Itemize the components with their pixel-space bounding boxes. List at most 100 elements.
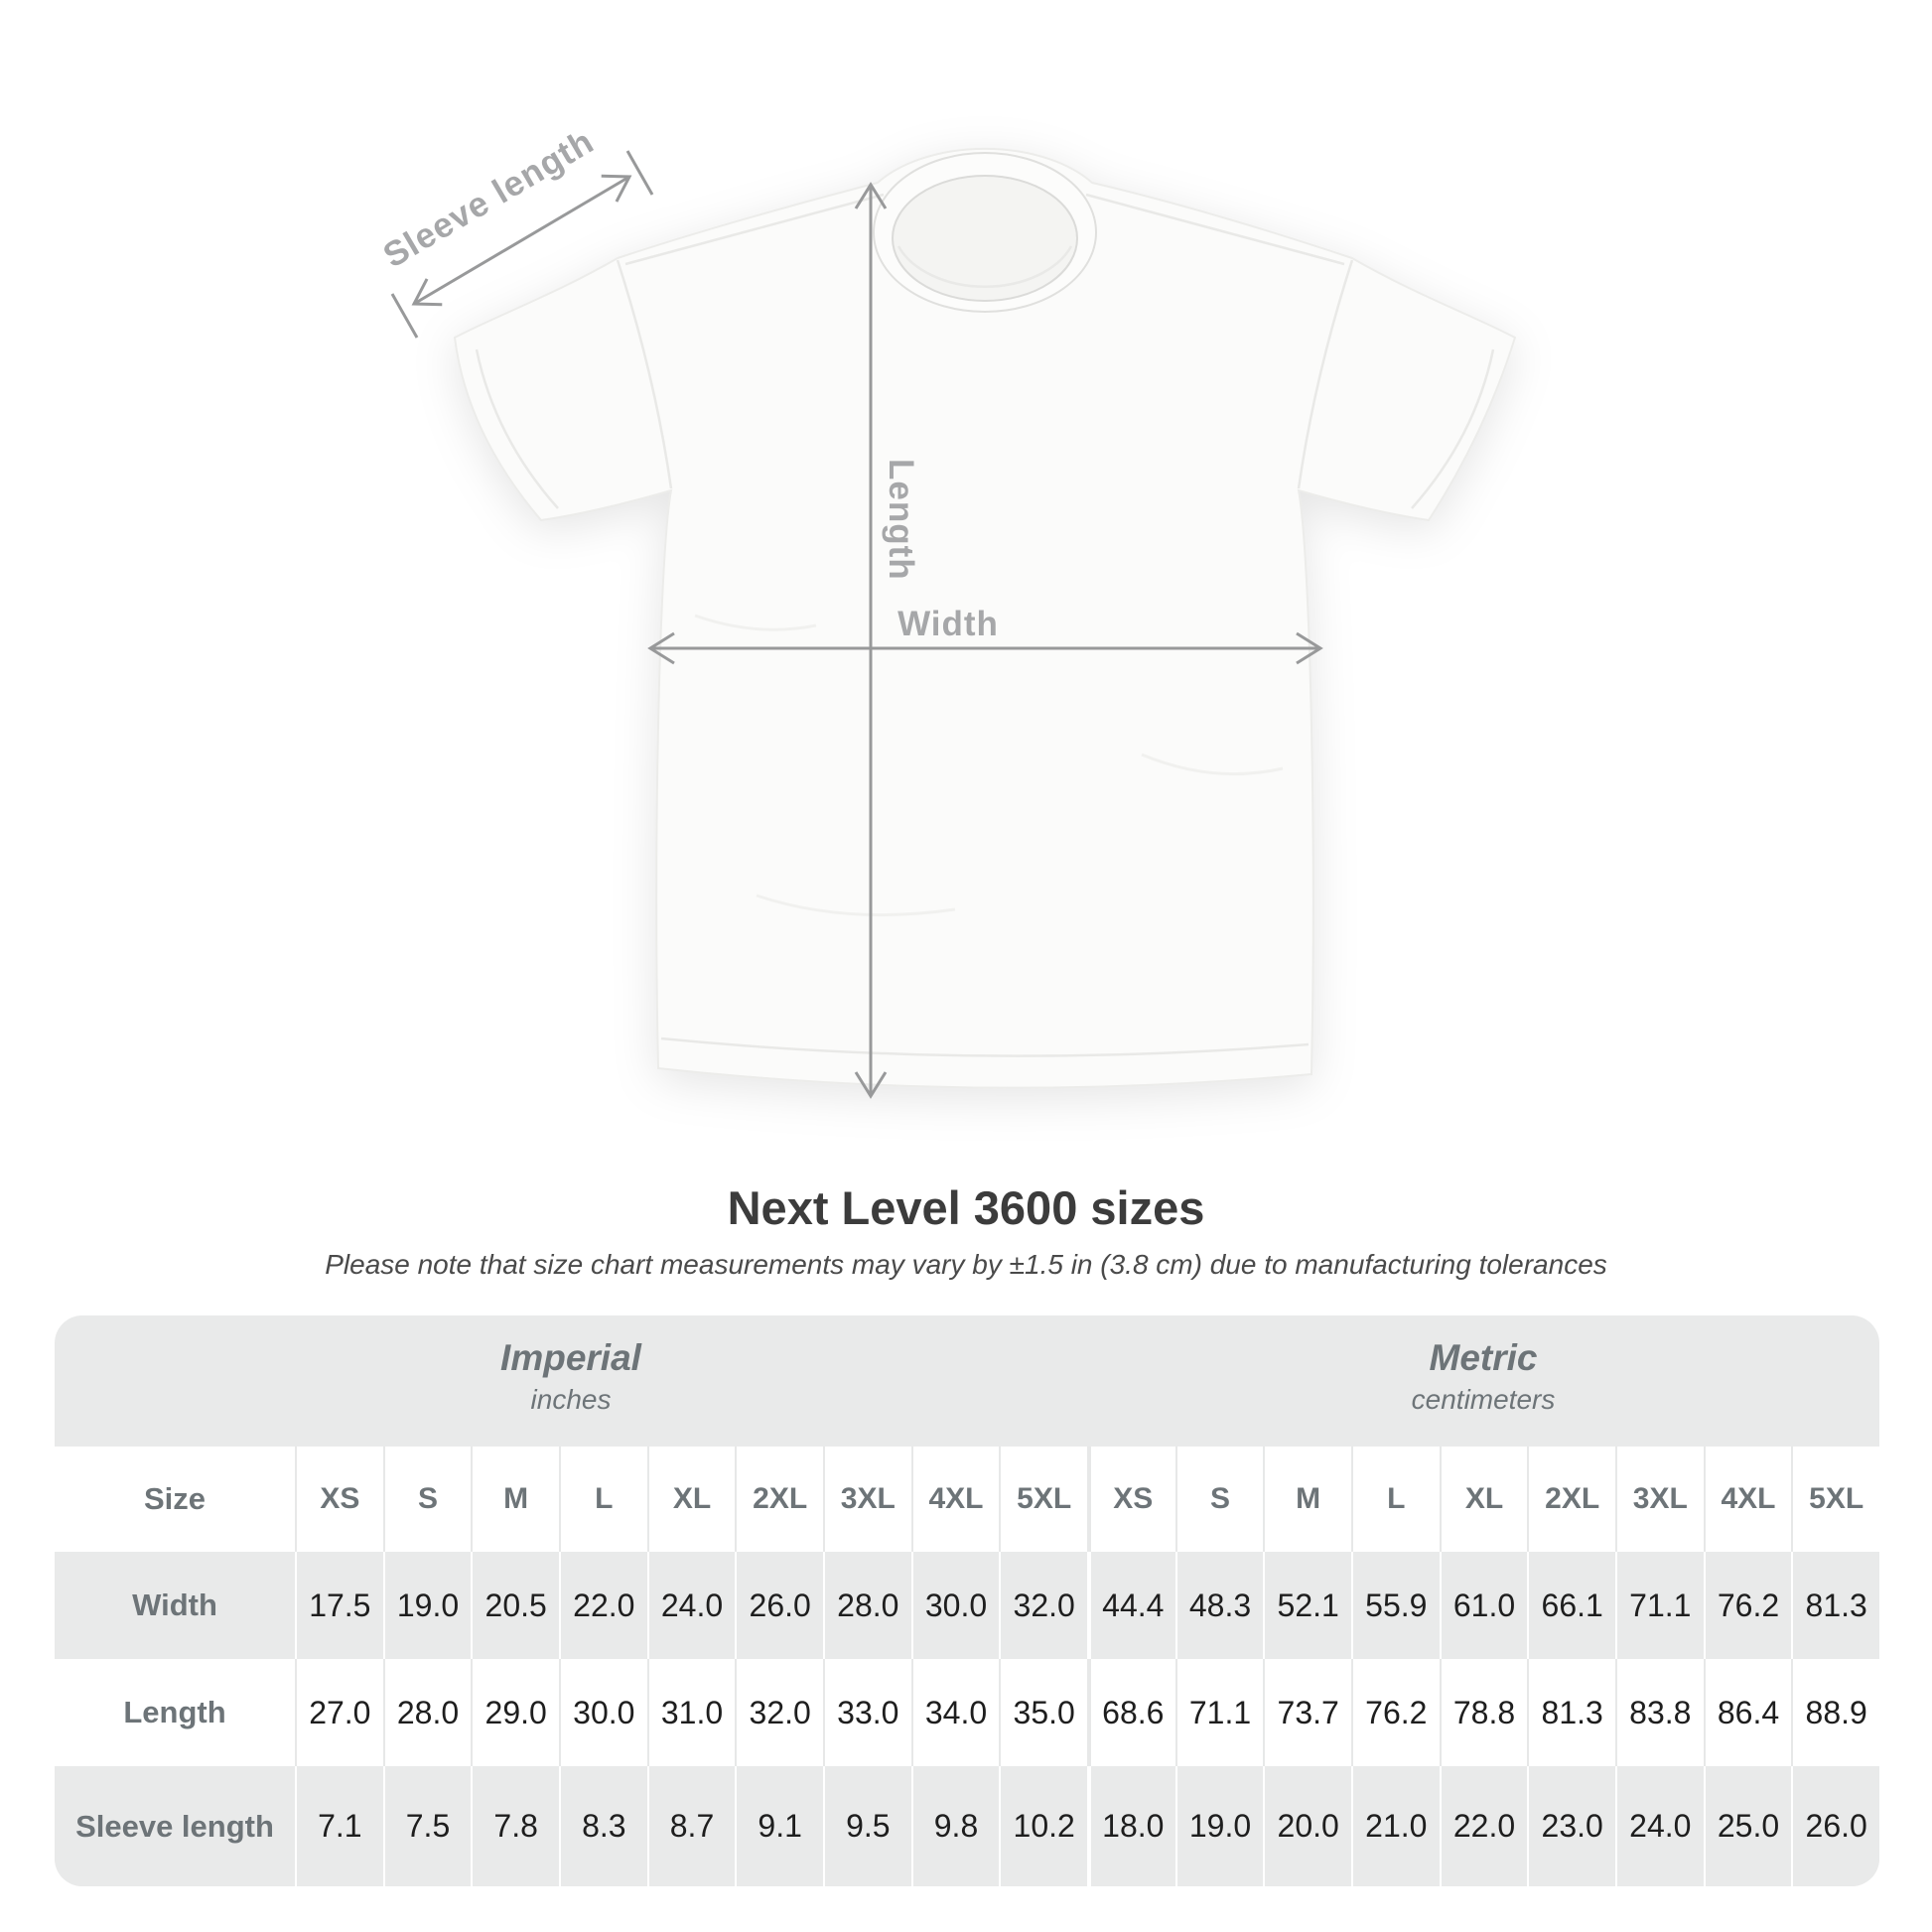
size-col-2xl-imperial: 2XL: [735, 1447, 823, 1552]
size-grid: Size XS S M L XL 2XL 3XL 4XL 5XL XS S M L XL 2XL 3XL 4XL 5…: [55, 1447, 1879, 1886]
sleeve-length-metric-m: 20.0: [1263, 1766, 1351, 1886]
imperial-unit-label: inches: [530, 1384, 612, 1415]
sleeve-length-metric-l: 21.0: [1350, 1766, 1440, 1886]
sleeve-length-imperial-4xl: 9.8: [910, 1766, 1000, 1886]
armhole-seam-right: [1297, 259, 1354, 489]
width-imperial-xl: 24.0: [646, 1552, 736, 1659]
metric-header: Metric centimeters: [1087, 1315, 1879, 1447]
row-label-width: Width: [55, 1552, 295, 1659]
width-metric-xs: 44.4: [1086, 1552, 1175, 1659]
size-col-2xl-metric: 2XL: [1527, 1447, 1615, 1552]
length-label: Length: [882, 459, 920, 581]
length-imperial-m: 29.0: [471, 1659, 559, 1766]
length-metric-s: 71.1: [1174, 1659, 1264, 1766]
width-imperial-2xl: 26.0: [735, 1552, 823, 1659]
sleeve-length-imperial-m: 7.8: [471, 1766, 559, 1886]
sleeve-length-imperial-xs: 7.1: [295, 1766, 383, 1886]
length-metric-xl: 78.8: [1439, 1659, 1528, 1766]
size-col-3xl-imperial: 3XL: [822, 1447, 911, 1552]
size-col-xl-metric: XL: [1439, 1447, 1528, 1552]
sleeve-length-arrow: [390, 150, 654, 339]
size-col-xs-imperial: XS: [295, 1447, 383, 1552]
sleeve-length-metric-xl: 22.0: [1439, 1766, 1528, 1886]
sleeve-length-imperial-2xl: 9.1: [735, 1766, 823, 1886]
sleeve-length-metric-4xl: 25.0: [1703, 1766, 1792, 1886]
size-col-s-metric: S: [1174, 1447, 1264, 1552]
length-imperial-l: 30.0: [558, 1659, 647, 1766]
length-imperial-3xl: 33.0: [822, 1659, 911, 1766]
width-metric-s: 48.3: [1174, 1552, 1264, 1659]
width-imperial-5xl: 32.0: [999, 1552, 1087, 1659]
width-metric-l: 55.9: [1350, 1552, 1440, 1659]
size-col-xs-metric: XS: [1086, 1447, 1175, 1552]
size-col-l-imperial: L: [558, 1447, 647, 1552]
sleeve-length-imperial-l: 8.3: [558, 1766, 647, 1886]
unit-header-band: Imperial inches Metric centimeters: [55, 1315, 1879, 1447]
shoulder-seam-right: [1085, 193, 1345, 266]
size-col-m-metric: M: [1263, 1447, 1351, 1552]
width-label: Width: [897, 605, 999, 643]
shoulder-seam-left: [624, 193, 885, 266]
width-metric-xl: 61.0: [1439, 1552, 1528, 1659]
length-imperial-5xl: 35.0: [999, 1659, 1087, 1766]
sleeve-length-imperial-s: 7.5: [382, 1766, 472, 1886]
size-chart-table: Imperial inches Metric centimeters Size X…: [55, 1315, 1879, 1886]
length-metric-xs: 68.6: [1086, 1659, 1175, 1766]
sleeve-length-metric-5xl: 26.0: [1791, 1766, 1879, 1886]
bottom-hem-stitch: [660, 1036, 1310, 1057]
width-metric-5xl: 81.3: [1791, 1552, 1879, 1659]
sleeve-length-metric-s: 19.0: [1174, 1766, 1264, 1886]
size-col-m-imperial: M: [471, 1447, 559, 1552]
tshirt-illustration: Length Width Sleeve length: [376, 122, 1517, 1099]
width-metric-m: 52.1: [1263, 1552, 1351, 1659]
size-col-xl-imperial: XL: [646, 1447, 736, 1552]
width-imperial-3xl: 28.0: [822, 1552, 911, 1659]
tshirt-shape: [453, 147, 1517, 1089]
size-col-5xl-imperial: 5XL: [999, 1447, 1087, 1552]
length-metric-m: 73.7: [1263, 1659, 1351, 1766]
length-metric-5xl: 88.9: [1791, 1659, 1879, 1766]
width-metric-3xl: 71.1: [1614, 1552, 1704, 1659]
sleeve-length-label: Sleeve length: [376, 122, 600, 276]
width-metric-2xl: 66.1: [1527, 1552, 1615, 1659]
metric-unit-label: centimeters: [1411, 1384, 1556, 1415]
sleeve-length-metric-xs: 18.0: [1086, 1766, 1175, 1886]
width-imperial-xs: 17.5: [295, 1552, 383, 1659]
sleeve-length-imperial-5xl: 10.2: [999, 1766, 1087, 1886]
length-imperial-xl: 31.0: [646, 1659, 736, 1766]
metric-label: Metric: [1429, 1337, 1538, 1378]
width-imperial-m: 20.5: [471, 1552, 559, 1659]
size-col-4xl-imperial: 4XL: [910, 1447, 1000, 1552]
size-col-4xl-metric: 4XL: [1703, 1447, 1792, 1552]
sleeve-length-imperial-3xl: 9.5: [822, 1766, 911, 1886]
imperial-header: Imperial inches: [55, 1315, 1087, 1447]
length-metric-2xl: 81.3: [1527, 1659, 1615, 1766]
sleeve-length-imperial-xl: 8.7: [646, 1766, 736, 1886]
length-imperial-xs: 27.0: [295, 1659, 383, 1766]
size-col-3xl-metric: 3XL: [1614, 1447, 1704, 1552]
width-imperial-s: 19.0: [382, 1552, 472, 1659]
size-col-s-imperial: S: [382, 1447, 472, 1552]
width-imperial-l: 22.0: [558, 1552, 647, 1659]
size-col-l-metric: L: [1350, 1447, 1440, 1552]
tshirt-neck-opening: [892, 175, 1078, 302]
length-imperial-s: 28.0: [382, 1659, 472, 1766]
length-imperial-2xl: 32.0: [735, 1659, 823, 1766]
width-metric-4xl: 76.2: [1703, 1552, 1792, 1659]
row-label-sleeve-length: Sleeve length: [55, 1766, 295, 1886]
page-subtitle: Please note that size chart measurements…: [325, 1249, 1607, 1280]
sleeve-hem-right: [1411, 348, 1495, 509]
sleeve-length-metric-3xl: 24.0: [1614, 1766, 1704, 1886]
width-imperial-4xl: 30.0: [910, 1552, 1000, 1659]
length-metric-4xl: 86.4: [1703, 1659, 1792, 1766]
length-metric-l: 76.2: [1350, 1659, 1440, 1766]
sleeve-hem-left: [475, 348, 559, 509]
page-title: Next Level 3600 sizes: [727, 1181, 1205, 1234]
row-label-length: Length: [55, 1659, 295, 1766]
length-imperial-4xl: 34.0: [910, 1659, 1000, 1766]
size-col-5xl-metric: 5XL: [1791, 1447, 1879, 1552]
sleeve-length-metric-2xl: 23.0: [1527, 1766, 1615, 1886]
size-header-cell: Size: [55, 1447, 295, 1552]
imperial-label: Imperial: [500, 1337, 641, 1378]
